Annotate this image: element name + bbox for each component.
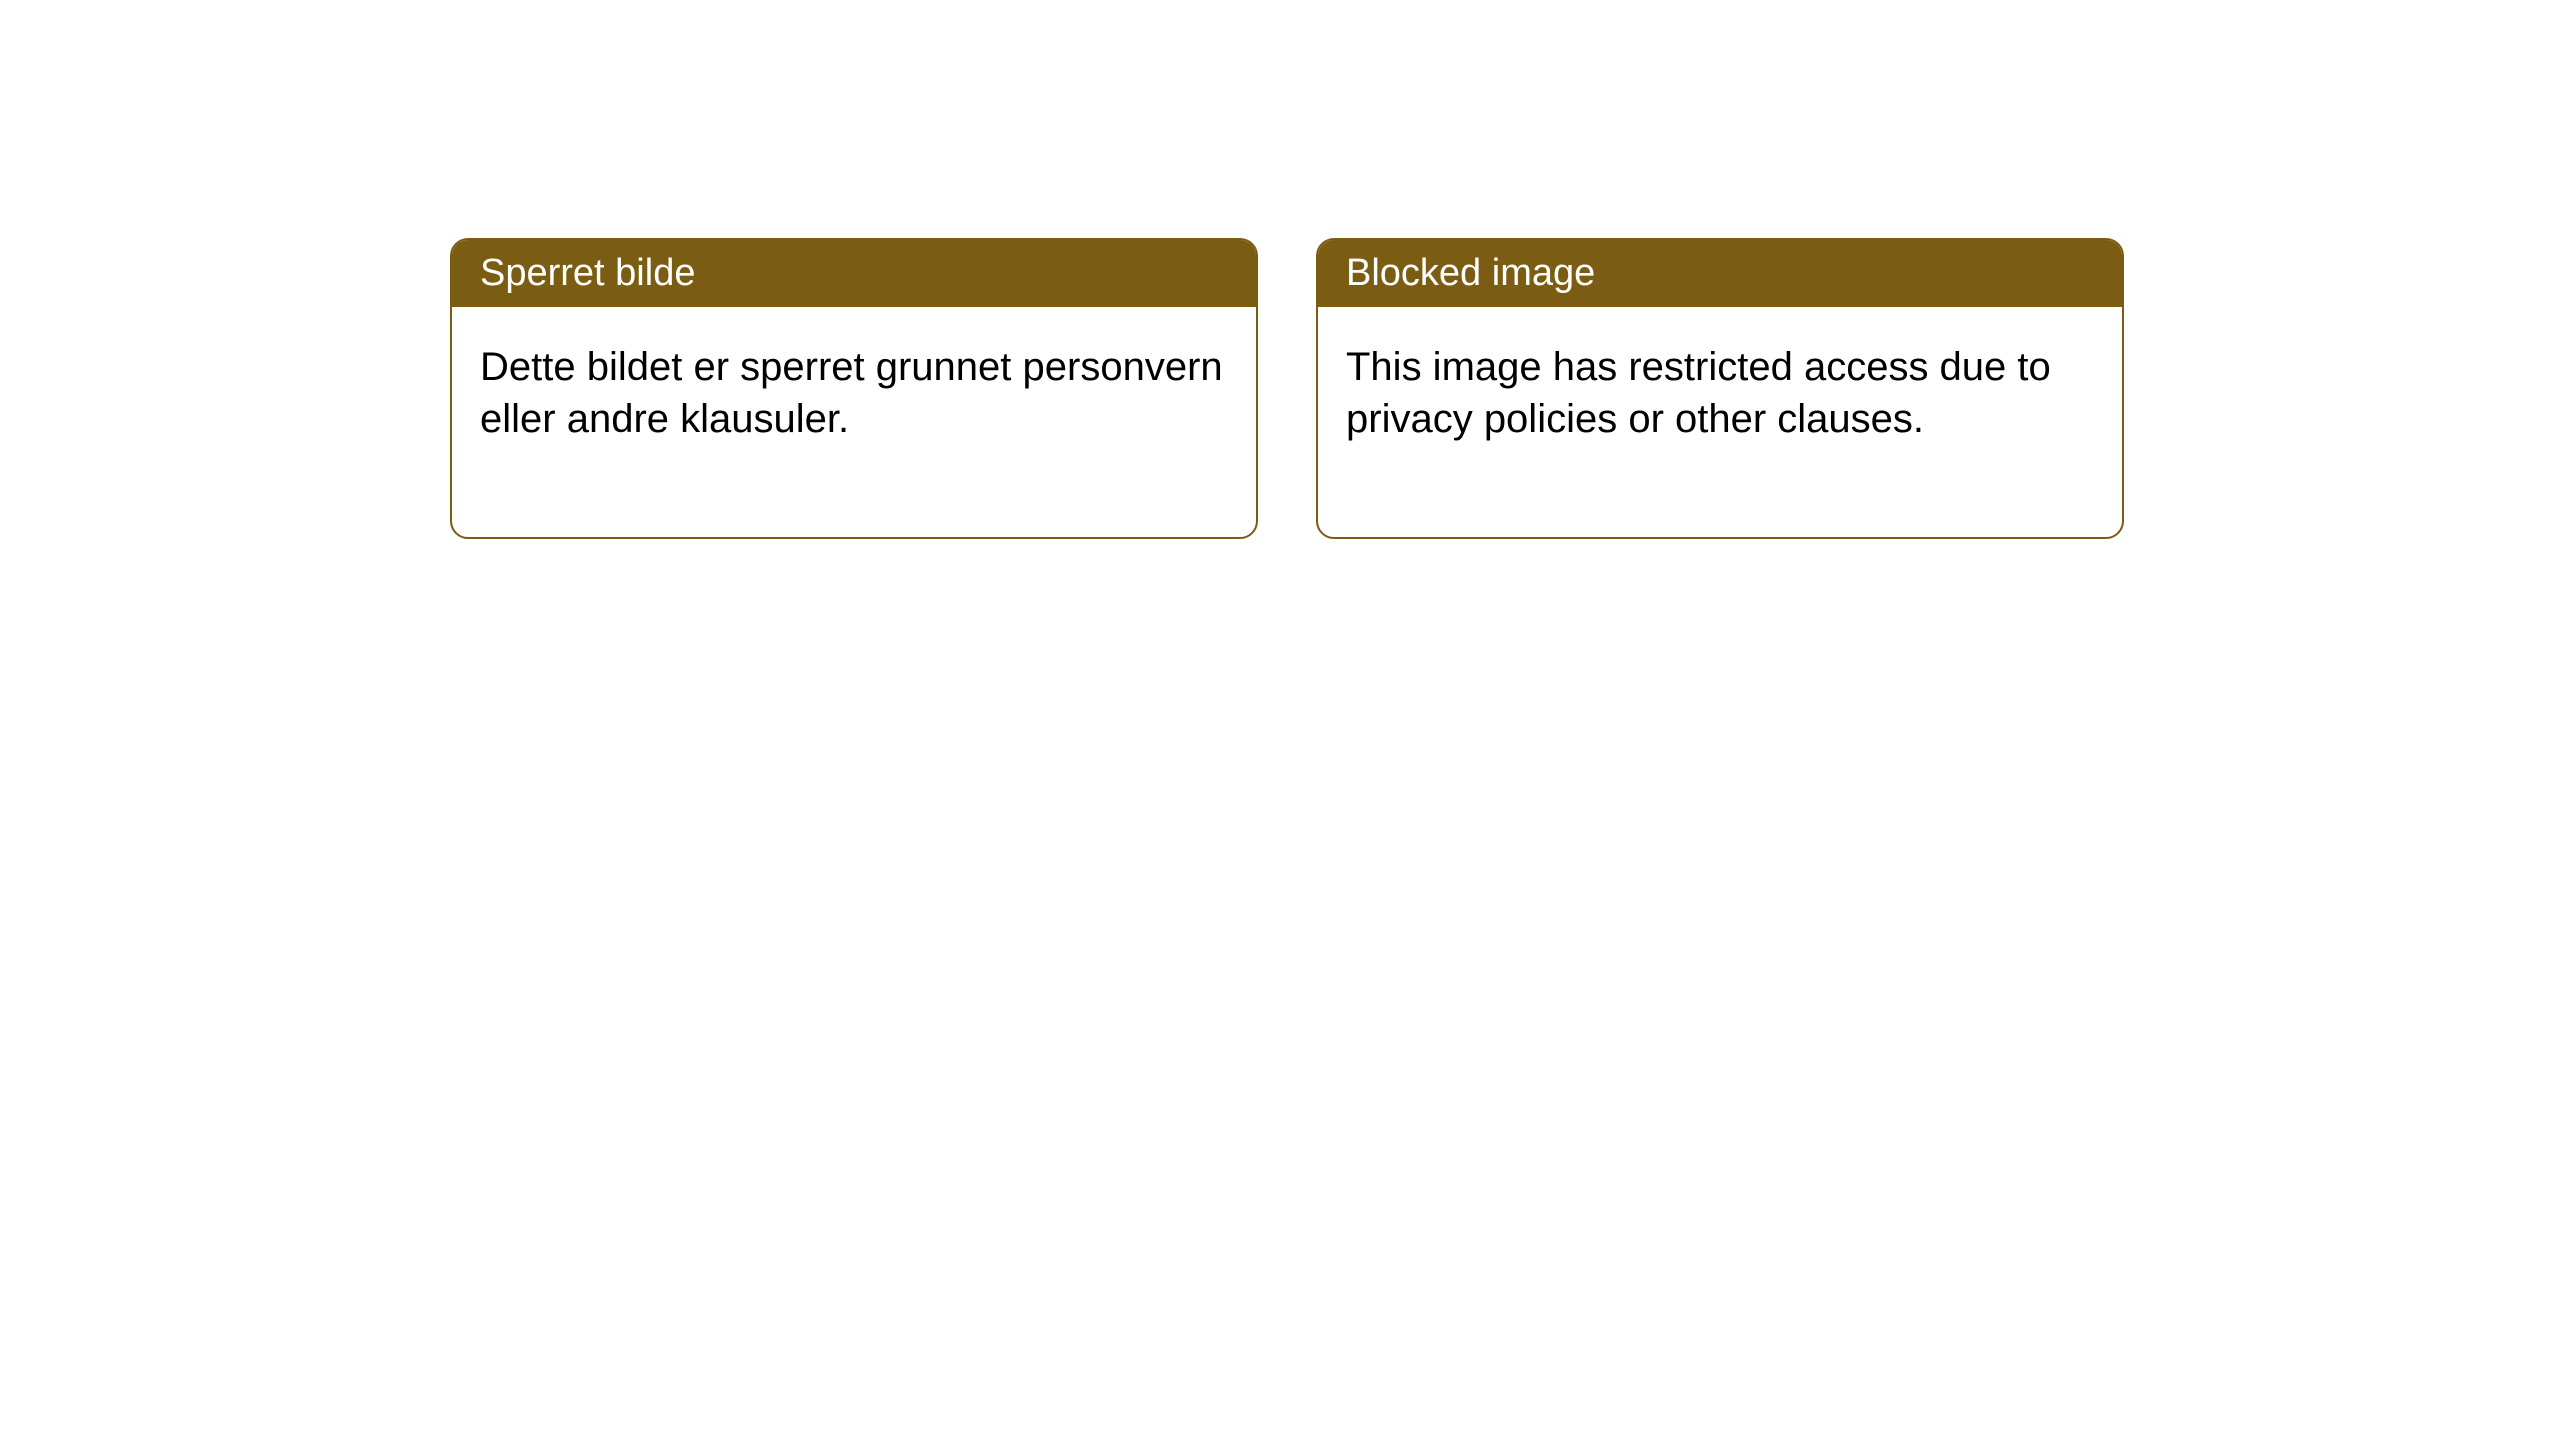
notice-body-text: This image has restricted access due to …	[1346, 345, 2051, 441]
notice-body: Dette bildet er sperret grunnet personve…	[452, 307, 1256, 537]
notice-body-text: Dette bildet er sperret grunnet personve…	[480, 345, 1223, 441]
notice-container: Sperret bilde Dette bildet er sperret gr…	[450, 238, 2124, 539]
notice-box-english: Blocked image This image has restricted …	[1316, 238, 2124, 539]
notice-header: Blocked image	[1318, 240, 2122, 307]
notice-header: Sperret bilde	[452, 240, 1256, 307]
notice-body: This image has restricted access due to …	[1318, 307, 2122, 537]
notice-title: Sperret bilde	[480, 252, 695, 294]
notice-box-norwegian: Sperret bilde Dette bildet er sperret gr…	[450, 238, 1258, 539]
notice-title: Blocked image	[1346, 252, 1595, 294]
